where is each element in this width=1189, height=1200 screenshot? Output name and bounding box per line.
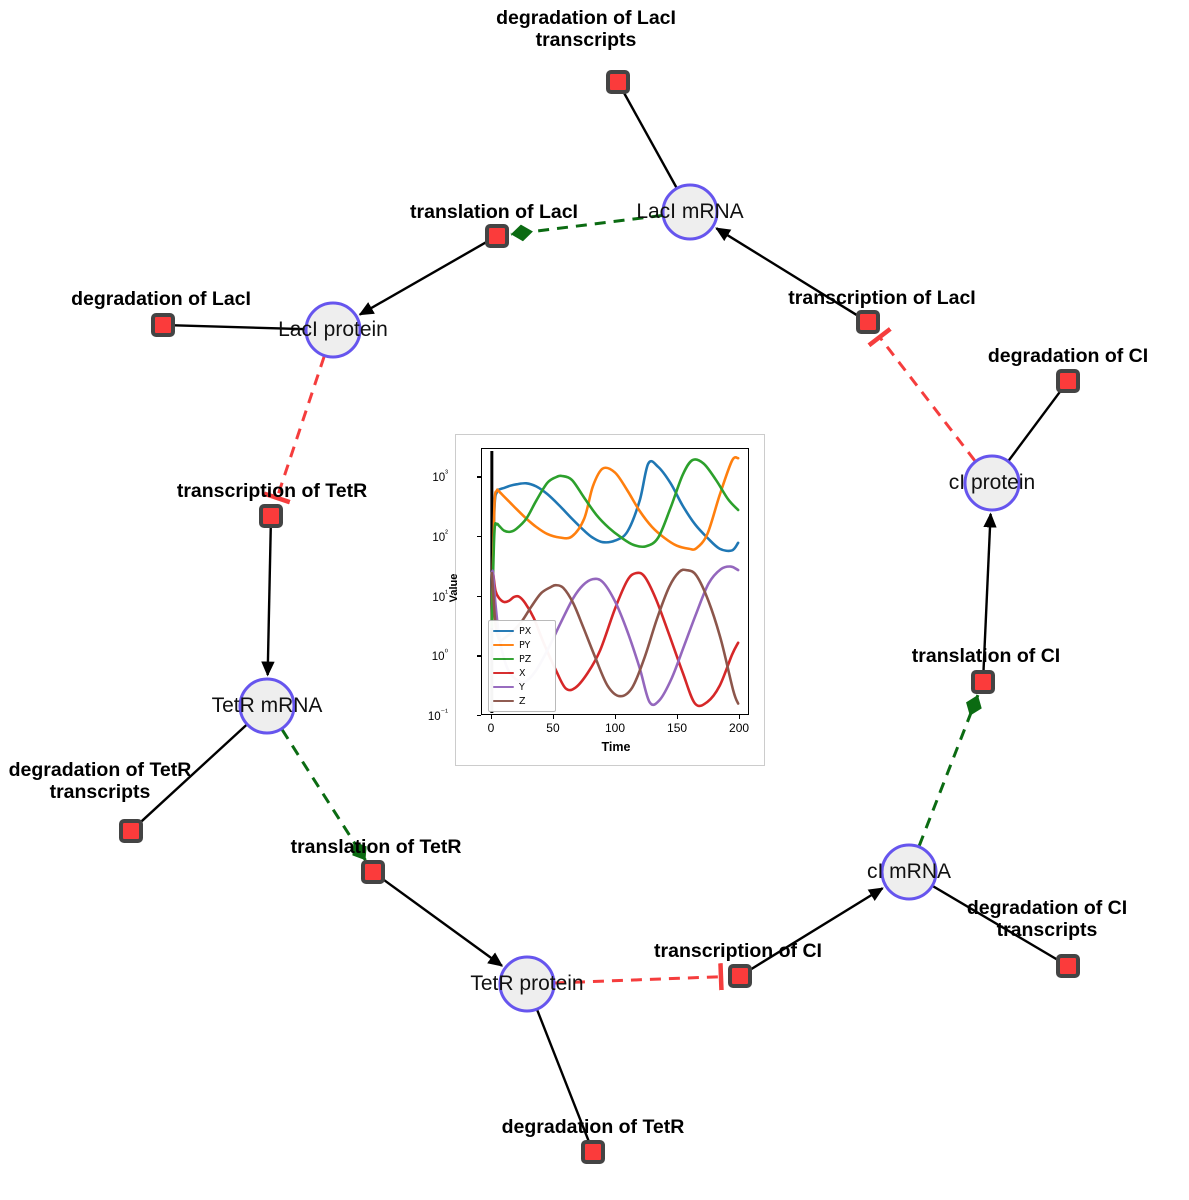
reaction-label-transcr_ci: transcription of CI	[654, 940, 822, 963]
legend-label: Z	[519, 695, 526, 707]
reaction-label-deg_ci_transcripts: degradation of CI transcripts	[966, 897, 1128, 941]
legend-swatch-X	[493, 671, 514, 675]
plot-series-PZ	[490, 458, 740, 628]
legend-item-PZ: PZ	[493, 652, 551, 666]
reaction-label-transcr_tetr: transcription of TetR	[176, 480, 368, 503]
edge-produce	[358, 240, 488, 316]
y-tick-mark	[477, 655, 481, 657]
legend-swatch-PX	[493, 629, 514, 633]
x-tick-mark	[615, 715, 617, 719]
species-node-tetr_protein[interactable]	[498, 955, 556, 1013]
y-tick-mark	[477, 476, 481, 478]
edge-consume	[138, 722, 249, 825]
x-tick-label: 200	[729, 721, 750, 735]
edge-consume	[930, 884, 1060, 962]
x-axis-label: Time	[601, 740, 631, 754]
edge-modifier	[280, 728, 367, 862]
x-tick-label: 150	[667, 721, 688, 735]
y-tick-label: 10⁻¹	[427, 707, 448, 723]
y-tick-mark	[477, 536, 481, 538]
reaction-node-transcr_ci[interactable]	[728, 964, 752, 988]
reaction-label-deg_tetr_transcripts: degradation of TetR transcripts	[8, 759, 192, 803]
x-tick-label: 0	[487, 721, 495, 735]
species-node-tetr_mrna[interactable]	[238, 677, 296, 735]
x-tick-mark	[490, 715, 493, 719]
reaction-label-transl_tetr: translation of TetR	[290, 836, 462, 859]
legend-item-Y: Y	[493, 680, 551, 694]
legend-swatch-Y	[493, 685, 514, 689]
edge-produce	[381, 878, 504, 967]
species-node-laci_mrna[interactable]	[661, 183, 719, 241]
legend-swatch-PY	[493, 643, 514, 647]
legend-swatch-Z	[493, 699, 514, 703]
reaction-node-deg_ci_transcripts[interactable]	[1056, 954, 1080, 978]
species-node-ci_mrna[interactable]	[880, 843, 938, 901]
edge-consume	[535, 1007, 591, 1143]
edge-modifier	[510, 213, 663, 242]
y-tick-label: 10¹	[432, 587, 448, 604]
reaction-label-deg_tetr: degradation of TetR	[501, 1116, 685, 1139]
edge-produce	[749, 887, 884, 971]
plot-series-X	[490, 570, 740, 708]
reaction-node-transl_tetr[interactable]	[361, 860, 385, 884]
reaction-label-transcr_laci: transcription of LacI	[788, 287, 976, 310]
reaction-label-deg_laci: degradation of LacI	[71, 288, 251, 311]
legend-label: X	[519, 667, 526, 679]
x-tick-label: 100	[604, 721, 626, 735]
reaction-label-deg_ci: degradation of CI	[987, 345, 1149, 368]
legend-label: PY	[519, 639, 531, 651]
legend-item-X: X	[493, 666, 551, 680]
y-tick-label: 10²	[432, 528, 448, 544]
edge-inhibit	[263, 356, 326, 505]
x-tick-mark	[739, 715, 741, 719]
edge-produce	[982, 512, 997, 671]
x-tick-mark	[677, 715, 679, 719]
reaction-label-deg_laci_transcripts: degradation of LacI transcripts	[496, 7, 676, 51]
legend-label: PX	[519, 625, 532, 637]
edge-produce	[261, 527, 275, 677]
edge-inhibit	[867, 327, 977, 462]
plot-series-PY	[490, 456, 740, 628]
y-tick-label: 10⁰	[431, 647, 448, 664]
legend-item-Z: Z	[493, 694, 551, 708]
legend-swatch-PZ	[493, 657, 514, 661]
species-node-ci_protein[interactable]	[963, 454, 1021, 512]
legend-label: Y	[519, 681, 525, 693]
species-node-laci_protein[interactable]	[304, 301, 362, 359]
edge-modifier	[917, 694, 982, 847]
edge-inhibit	[554, 963, 724, 991]
timecourse-inset-figure: 10⁻¹ 10⁰ 10¹ 10² 10³ 0 50 100 150 200 Value Time…	[428, 434, 765, 766]
legend-label: PZ	[519, 653, 532, 665]
y-tick-mark	[477, 715, 481, 717]
reaction-node-deg_ci[interactable]	[1056, 369, 1080, 393]
plot-series-PX	[490, 459, 740, 628]
reaction-label-transl_laci: translation of LacI	[410, 201, 578, 224]
reaction-node-transl_laci[interactable]	[485, 224, 509, 248]
x-tick-label: 50	[546, 721, 560, 735]
reaction-node-transcr_tetr[interactable]	[259, 504, 283, 528]
reaction-node-deg_tetr[interactable]	[581, 1140, 605, 1164]
reaction-label-transl_ci: translation of CI	[911, 645, 1061, 668]
y-tick-mark	[477, 595, 481, 597]
legend-item-PX: PX	[493, 624, 551, 638]
reaction-node-deg_laci[interactable]	[151, 313, 175, 337]
edge-consume	[1006, 389, 1063, 463]
edge-consume	[622, 91, 679, 190]
edge-produce	[715, 227, 859, 317]
x-tick-mark	[552, 715, 555, 719]
y-tick-label: 10³	[432, 468, 448, 485]
reaction-node-deg_tetr_transcripts[interactable]	[119, 819, 143, 843]
legend-item-PY: PY	[493, 638, 551, 652]
reaction-node-transcr_laci[interactable]	[856, 310, 880, 334]
edge-consume	[173, 324, 308, 331]
reaction-node-transl_ci[interactable]	[971, 670, 995, 694]
plot-legend: PX PY PZ X Y Z	[488, 620, 556, 712]
reaction-node-deg_laci_transcripts[interactable]	[606, 70, 630, 94]
y-axis-label: Value	[448, 573, 460, 603]
